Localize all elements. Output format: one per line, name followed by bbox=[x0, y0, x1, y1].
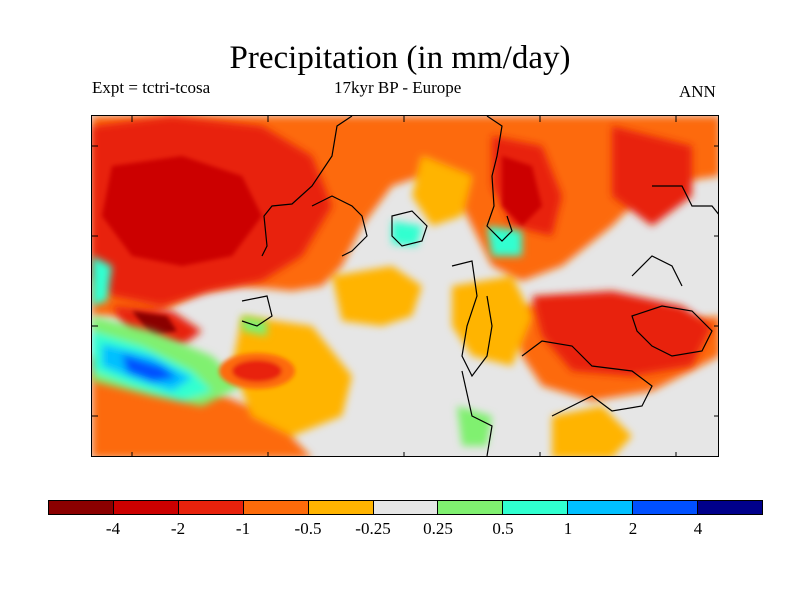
colorbar-segment bbox=[633, 501, 699, 514]
colorbar-label: -2 bbox=[170, 519, 186, 538]
colorbar-segment bbox=[243, 501, 309, 514]
precip-wet-field bbox=[92, 221, 522, 446]
colorbar-segment bbox=[373, 501, 439, 514]
colorbar-segment bbox=[113, 501, 179, 514]
precip-lobe bbox=[219, 353, 295, 389]
season-label: ANN bbox=[679, 82, 716, 101]
colorbar-segment bbox=[568, 501, 634, 514]
colorbar bbox=[48, 500, 763, 515]
colorbar-segment bbox=[308, 501, 374, 514]
colorbar-segment bbox=[49, 501, 114, 514]
colorbar-label: -0.5 bbox=[294, 519, 322, 538]
colorbar-label: -4 bbox=[105, 519, 121, 538]
colorbar-segment bbox=[503, 501, 569, 514]
map-canvas bbox=[92, 116, 718, 456]
precipitation-map bbox=[91, 115, 719, 457]
colorbar-label: 4 bbox=[693, 519, 703, 538]
colorbar-segment bbox=[438, 501, 504, 514]
colorbar-segment bbox=[178, 501, 244, 514]
experiment-label: Expt = tctri-tcosa bbox=[92, 78, 211, 97]
precip-darkred-field bbox=[102, 156, 542, 336]
colorbar-label: 1 bbox=[563, 519, 573, 538]
coastlines bbox=[241, 116, 718, 456]
colorbar-label: 0.25 bbox=[423, 519, 453, 538]
period-region-label: 17kyr BP - Europe bbox=[334, 78, 462, 97]
colorbar-label: -0.25 bbox=[355, 519, 391, 538]
colorbar-label: -1 bbox=[235, 519, 251, 538]
colorbar-segment bbox=[698, 501, 762, 514]
colorbar-label: 2 bbox=[628, 519, 638, 538]
axis-ticks bbox=[92, 116, 718, 456]
plot-title: Precipitation (in mm/day) bbox=[229, 40, 571, 76]
colorbar-label: 0.5 bbox=[492, 519, 514, 538]
